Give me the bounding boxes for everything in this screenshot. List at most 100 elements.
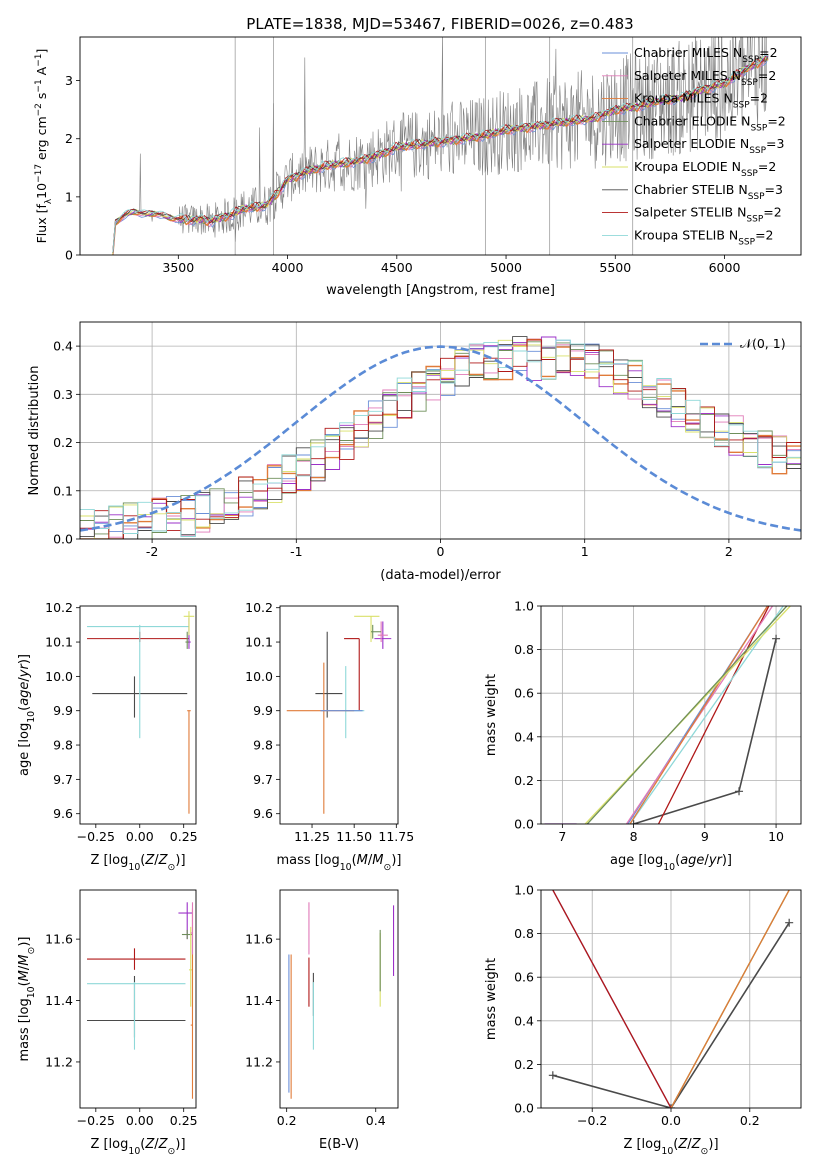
panel-spectrum: 3500 4000 4500 5000 5500 6000 0 1 2 3 wavelength [… (34, 36, 802, 298)
y-tick-label: 0.0 (514, 1101, 534, 1116)
y-tick-label: 11.4 (45, 993, 73, 1008)
x-axis-label: E(B-V) (319, 1137, 359, 1152)
y-tick-label: 9.8 (253, 738, 273, 753)
x-tick-label: 3500 (162, 260, 194, 275)
y-tick-label: 0.8 (514, 642, 534, 657)
x-tick-label: 0 (437, 544, 445, 559)
y-tick-label: 9.7 (53, 772, 73, 787)
gaussian-curve (80, 345, 801, 532)
y-tick-label: 10.1 (245, 635, 273, 650)
axes-frame (79, 605, 197, 825)
legend-label: Chabrier STELIB NSSP=3 (634, 182, 783, 202)
x-tick-label: 0.25 (170, 829, 198, 844)
x-tick-label: 1 (581, 544, 589, 559)
marker-plus (735, 787, 744, 796)
x-tick-label: −0.25 (77, 829, 115, 844)
y-tick-label: 10.2 (245, 600, 273, 615)
x-tick-label: −0.25 (77, 1113, 115, 1128)
y-tick-label: 0.8 (514, 926, 534, 941)
x-tick-label: -2 (146, 544, 158, 559)
y-tick-label: 1.0 (514, 883, 534, 898)
marker-plus (772, 634, 781, 643)
legend-label: Kroupa ELODIE NSSP=2 (634, 159, 776, 179)
x-tick-label: 0.00 (126, 1113, 154, 1128)
x-tick-label: −0.2 (577, 1113, 607, 1128)
marker-plus (667, 1104, 675, 1108)
x-tick-label: 11.75 (378, 829, 414, 844)
legend-label-gaussian: 𝒩(0, 1) (740, 336, 786, 351)
model-line-salpeter-elodie (112, 54, 769, 255)
x-axis-label: Z [log10(Z/Z⊙)] (90, 853, 185, 873)
figure-title: PLATE=1838, MJD=53467, FIBERID=0026, z=0… (246, 15, 633, 33)
plot-area-mass_vs_Z (87, 902, 194, 1099)
weight-line-salpeter-stelib (552, 890, 672, 1108)
weight-line-salpeter-stelib (657, 606, 770, 824)
x-tick-label: 11.25 (294, 829, 330, 844)
legend-label: Salpeter ELODIE NSSP=3 (634, 136, 784, 156)
panel-age_vs_mass: 11.25 11.50 11.75 9.6 9.7 9.8 9.9 10.0 10.1 10.2 m… (245, 600, 414, 872)
x-tick-label: -1 (290, 544, 302, 559)
legend-label: Kroupa STELIB NSSP=2 (634, 227, 774, 247)
plot-area-age_vs_mass (286, 615, 392, 814)
y-tick-label: 1 (65, 189, 73, 204)
x-tick-label: 4000 (272, 260, 304, 275)
x-tick-label: 5000 (490, 260, 522, 275)
plot-area-mass_vs_EBV (288, 902, 395, 1099)
x-axis-label: Z [log10(Z/Z⊙)] (90, 1137, 185, 1157)
y-tick-label: 9.9 (253, 703, 273, 718)
y-axis-label: age [log10(age/yr)] (17, 654, 37, 776)
weight-line-chabrier-stelib (552, 922, 790, 1108)
x-tick-label: 0.25 (170, 1113, 198, 1128)
marker-plus (629, 820, 638, 824)
panel-mass_vs_Z: −0.25 0.00 0.25 11.2 11.4 11.6 Z [log10(Z/Z⊙)]… (17, 889, 198, 1157)
panel-weight_vs_age: 7 8 9 10 0.0 0.2 0.4 0.6 0.8 1.0 age [log10(age/yr… (484, 599, 802, 873)
panel-mass_vs_EBV: 0.2 0.4 11.2 11.4 11.6 E(B-V) (245, 889, 399, 1152)
y-tick-label: 0.0 (514, 817, 534, 832)
y-tick-label: 11.4 (245, 993, 273, 1008)
plot-area-residuals (80, 322, 801, 539)
histogram-kroupa-stelib (80, 339, 801, 537)
y-axis-label: mass weight (484, 958, 499, 1040)
legend-label: Kroupa MILES NSSP=2 (634, 91, 768, 111)
y-axis-label: Flux [fλ10−17 erg cm−2 s−1 A−1] (34, 49, 54, 244)
histogram-salpeter-stelib (80, 339, 801, 539)
panel-residuals: -2 -1 0 1 2 0.0 0.1 0.2 0.3 0.4 (data-model)/error… (27, 321, 802, 583)
weight-line-chabrier-elodie (586, 606, 788, 824)
y-tick-label: 10.2 (45, 600, 73, 615)
legend-label: Salpeter MILES NSSP=2 (634, 68, 776, 88)
y-tick-label: 2 (65, 131, 73, 146)
plot-area-weight_vs_age (541, 606, 801, 824)
model-line-kroupa-stelib (112, 55, 769, 253)
y-tick-label: 9.6 (253, 806, 273, 821)
axes-frame (79, 36, 802, 256)
legend-label: Salpeter STELIB NSSP=2 (634, 205, 782, 225)
y-tick-label: 3 (65, 73, 73, 88)
axes-frame (79, 889, 197, 1109)
y-tick-label: 10.0 (45, 669, 73, 684)
x-tick-label: 0.00 (126, 829, 154, 844)
x-tick-label: 0.2 (277, 1113, 297, 1128)
y-tick-label: 0.0 (53, 532, 73, 547)
y-tick-label: 10.0 (245, 669, 273, 684)
panel-weight_vs_Z: −0.2 0.0 0.2 0.0 0.2 0.4 0.6 0.8 1.0 Z [log10(Z/Z… (484, 883, 802, 1157)
axes-frame (540, 605, 802, 825)
x-axis-label: (data-model)/error (380, 568, 501, 583)
y-tick-label: 1.0 (514, 599, 534, 614)
y-tick-label: 11.6 (245, 932, 273, 947)
legend-label: Chabrier MILES NSSP=2 (634, 45, 778, 65)
y-tick-label: 0 (65, 248, 73, 263)
y-tick-label: 0.2 (514, 773, 534, 788)
x-tick-label: 5500 (599, 260, 631, 275)
y-tick-label: 0.4 (514, 1013, 534, 1028)
x-tick-label: 10 (768, 829, 784, 844)
x-tick-label: 0.4 (366, 1113, 386, 1128)
y-tick-label: 9.9 (53, 703, 73, 718)
y-tick-label: 0.6 (514, 686, 534, 701)
x-axis-label: age [log10(age/yr)] (610, 853, 732, 873)
marker-plus (785, 918, 794, 927)
y-tick-label: 0.2 (53, 435, 73, 450)
y-tick-label: 11.6 (45, 932, 73, 947)
x-tick-label: 4500 (381, 260, 413, 275)
y-tick-label: 0.4 (53, 339, 73, 354)
